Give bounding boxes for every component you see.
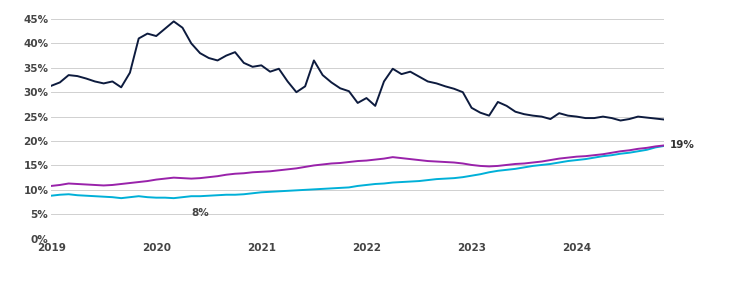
Text: 8%: 8% — [191, 208, 209, 218]
Text: 19%: 19% — [670, 140, 695, 151]
